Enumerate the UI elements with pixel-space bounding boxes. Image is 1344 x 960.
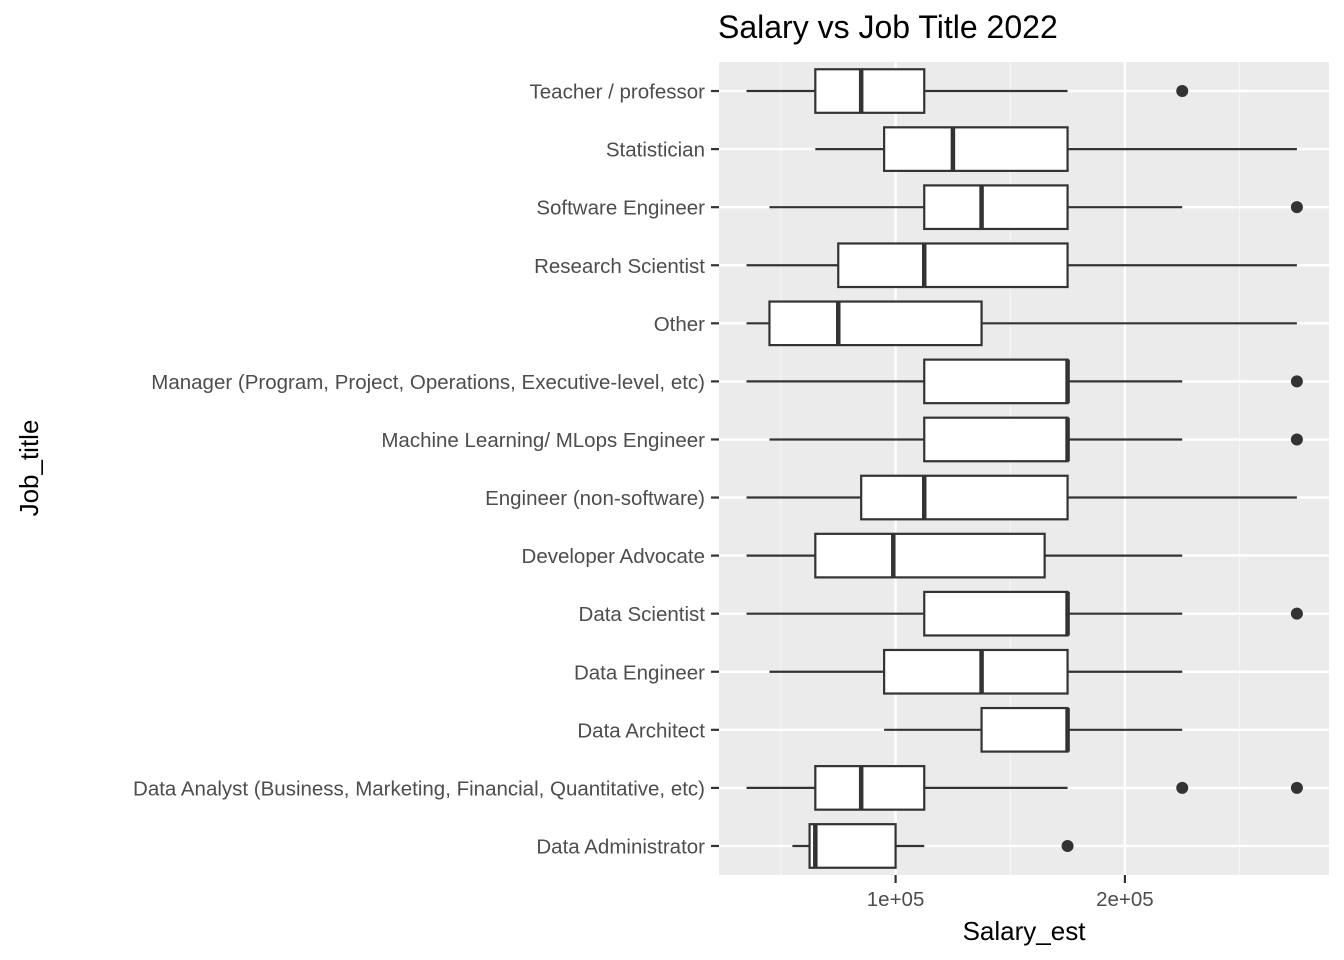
box-iqr bbox=[883, 126, 1069, 172]
y-tick-label: Statistician bbox=[606, 139, 705, 162]
box-iqr bbox=[923, 184, 1069, 231]
y-tick-label: Data Engineer bbox=[574, 661, 705, 684]
box-group bbox=[746, 242, 1297, 289]
y-tick-label: Data Administrator bbox=[536, 835, 705, 858]
outlier-point bbox=[1290, 781, 1303, 794]
box-group bbox=[746, 532, 1183, 579]
x-tick-label: 2e+05 bbox=[1096, 888, 1154, 911]
box-group bbox=[792, 823, 1074, 869]
outlier-point bbox=[1290, 201, 1303, 214]
y-tick-label: Data Analyst (Business, Marketing, Finan… bbox=[133, 777, 705, 800]
y-tick-label: Data Scientist bbox=[579, 603, 706, 626]
y-axis-title: Job_title bbox=[14, 420, 44, 517]
box-group bbox=[815, 126, 1297, 172]
box-iqr bbox=[814, 765, 926, 811]
box-iqr bbox=[883, 648, 1069, 695]
box-iqr bbox=[808, 823, 897, 869]
box-group bbox=[769, 416, 1303, 463]
box-group bbox=[746, 68, 1189, 114]
box-iqr bbox=[923, 416, 1069, 463]
y-tick-label: Data Architect bbox=[577, 719, 705, 742]
box-group bbox=[746, 590, 1303, 637]
box-group bbox=[746, 300, 1297, 347]
box-iqr bbox=[860, 474, 1069, 521]
box-group bbox=[769, 648, 1183, 695]
x-axis: 1e+05 2e+05 bbox=[867, 875, 1154, 911]
y-tick-label: Developer Advocate bbox=[522, 545, 705, 568]
y-tick-label: Software Engineer bbox=[536, 197, 705, 220]
box-iqr bbox=[814, 532, 1046, 579]
box-group bbox=[746, 474, 1297, 521]
box-iqr bbox=[923, 358, 1069, 405]
boxplot-series bbox=[746, 68, 1303, 869]
y-tick-label: Manager (Program, Project, Operations, E… bbox=[151, 371, 705, 394]
box-iqr bbox=[923, 590, 1069, 637]
box-group bbox=[884, 706, 1183, 753]
box-iqr bbox=[980, 706, 1069, 753]
outlier-point bbox=[1290, 607, 1303, 620]
box-group bbox=[769, 184, 1303, 231]
outlier-point bbox=[1290, 433, 1303, 446]
y-tick-label: Machine Learning/ MLops Engineer bbox=[381, 429, 705, 452]
x-tick-label: 1e+05 bbox=[867, 888, 925, 911]
box-group bbox=[746, 358, 1303, 405]
box-iqr bbox=[768, 300, 983, 347]
plot-panel bbox=[719, 62, 1329, 875]
outlier-point bbox=[1176, 781, 1189, 794]
y-tick-label: Other bbox=[654, 313, 705, 336]
box-iqr bbox=[814, 68, 926, 114]
outlier-point bbox=[1176, 85, 1189, 98]
y-tick-label: Engineer (non-software) bbox=[485, 487, 705, 510]
y-tick-label: Research Scientist bbox=[534, 255, 705, 278]
y-tick-label: Teacher / professor bbox=[530, 81, 706, 104]
chart-title: Salary vs Job Title 2022 bbox=[718, 9, 1058, 45]
y-axis: Data Administrator Data Analyst (Business… bbox=[133, 81, 719, 858]
box-group bbox=[746, 765, 1303, 811]
x-axis-title: Salary_est bbox=[963, 916, 1087, 946]
box-iqr bbox=[837, 242, 1069, 289]
outlier-point bbox=[1290, 375, 1303, 388]
outlier-point bbox=[1061, 839, 1074, 852]
